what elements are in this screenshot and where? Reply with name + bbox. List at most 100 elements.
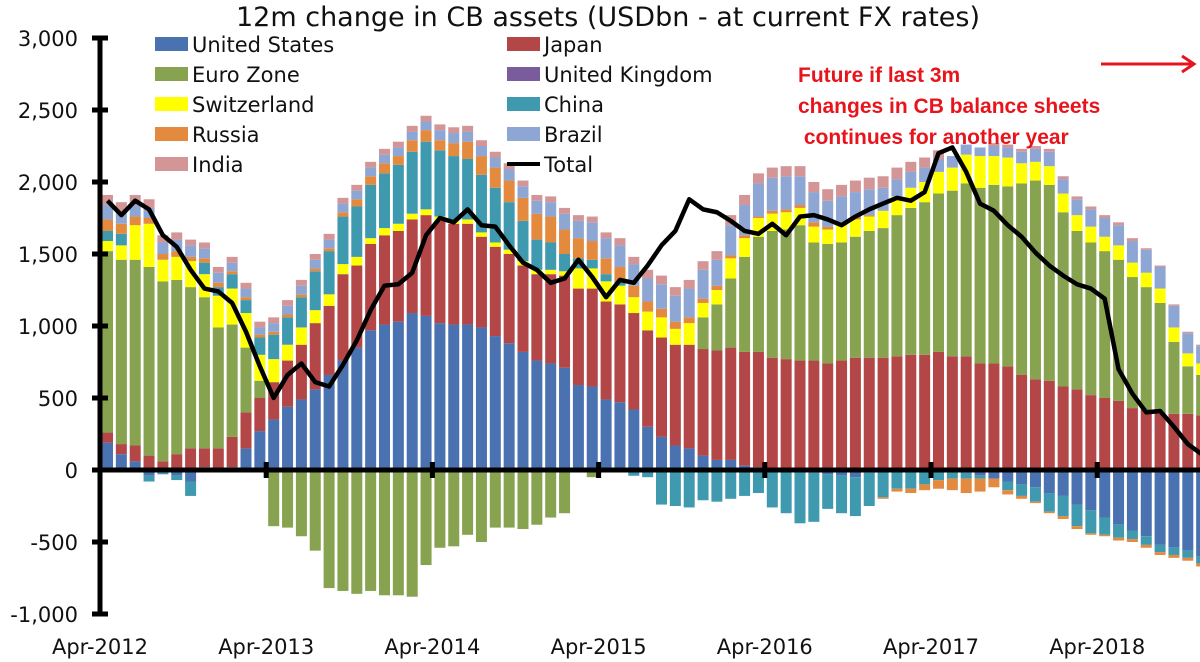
bar-segment-india bbox=[268, 317, 280, 324]
bar-segment-united-states bbox=[725, 459, 737, 470]
bar-segment-india bbox=[157, 235, 169, 243]
bar-segment-india bbox=[545, 196, 557, 203]
bar-segment-euro-zone bbox=[171, 279, 183, 455]
bar-segment-russia bbox=[240, 297, 252, 301]
y-tick-label: -1,000 bbox=[10, 603, 78, 627]
bar-segment-brazil bbox=[1140, 249, 1152, 273]
bar-stack bbox=[933, 150, 944, 489]
bar-segment-japan bbox=[739, 351, 751, 466]
bar-segment-china bbox=[517, 220, 529, 262]
bar-segment-japan bbox=[697, 349, 709, 456]
bar-segment-russia bbox=[739, 235, 751, 239]
bar-segment-united-states bbox=[836, 470, 848, 476]
bar-stack bbox=[531, 194, 543, 525]
bar-segment-china bbox=[448, 156, 460, 220]
bar-segment-india bbox=[1196, 344, 1200, 347]
bar-segment-china bbox=[171, 475, 183, 481]
bar-segment-japan bbox=[877, 357, 889, 470]
annotation-line-2: changes in CB balance sheets bbox=[798, 95, 1100, 118]
bar-segment-russia bbox=[434, 140, 446, 151]
bar-segment-india bbox=[254, 321, 266, 328]
bar-segment-china bbox=[877, 471, 889, 498]
x-tick-label: Apr-2013 bbox=[218, 635, 314, 659]
bar-segment-euro-zone bbox=[379, 470, 390, 596]
bar-segment-china bbox=[1154, 544, 1166, 553]
bar-segment-china bbox=[752, 470, 764, 494]
bar-segment-russia bbox=[365, 176, 377, 185]
bar-stack bbox=[295, 279, 307, 537]
bar-segment-brazil bbox=[794, 176, 806, 206]
bar-segment-japan bbox=[337, 274, 349, 361]
bar-segment-russia bbox=[448, 143, 460, 157]
bar-segment-united-states bbox=[572, 385, 584, 470]
bar-segment-russia bbox=[531, 213, 543, 240]
bar-segment-india bbox=[697, 261, 709, 270]
bar-segment-russia bbox=[102, 219, 113, 231]
bar-segment-russia bbox=[725, 255, 737, 259]
bar-segment-china bbox=[351, 206, 363, 257]
bar-segment-china bbox=[739, 470, 751, 496]
bar-stack bbox=[1002, 144, 1014, 495]
bar-segment-china bbox=[919, 470, 931, 485]
bar-segment-brazil bbox=[1016, 151, 1028, 164]
bar-stack bbox=[780, 166, 792, 514]
bar-segment-russia bbox=[295, 294, 307, 298]
bar-stack bbox=[891, 167, 903, 492]
bar-segment-brazil bbox=[1126, 241, 1138, 263]
x-tick-label: Apr-2018 bbox=[1049, 635, 1145, 659]
bar-segment-united-states bbox=[1140, 470, 1152, 537]
bar-segment-japan bbox=[656, 337, 667, 437]
bar-segment-brazil bbox=[295, 285, 307, 295]
bar-segment-japan bbox=[669, 344, 681, 446]
bar-segment-russia bbox=[462, 141, 474, 159]
bar-segment-switzerland bbox=[102, 241, 113, 252]
bar-segment-euro-zone bbox=[323, 470, 335, 589]
bar-segment-china bbox=[656, 470, 667, 505]
bar-segment-china bbox=[102, 230, 113, 242]
bar-stack bbox=[697, 261, 709, 501]
bar-stack bbox=[1085, 206, 1097, 535]
bar-stack bbox=[254, 321, 266, 470]
bar-segment-india bbox=[559, 207, 571, 214]
bar-segment-brazil bbox=[392, 147, 404, 157]
bar-stack bbox=[1099, 215, 1111, 537]
y-tick-label: 0 bbox=[65, 459, 78, 483]
bar-segment-india bbox=[600, 232, 612, 239]
bar-segment-russia bbox=[752, 216, 764, 218]
legend-label: Brazil bbox=[544, 123, 603, 147]
bar-stack bbox=[323, 233, 335, 589]
bar-stack bbox=[434, 124, 446, 548]
bar-segment-switzerland bbox=[185, 261, 197, 288]
bar-segment-brazil bbox=[503, 169, 515, 181]
bar-segment-japan bbox=[946, 356, 958, 470]
bar-segment-china bbox=[1126, 530, 1138, 540]
bar-segment-japan bbox=[863, 357, 875, 470]
bar-segment-euro-zone bbox=[559, 470, 571, 514]
bar-segment-united-states bbox=[434, 323, 446, 470]
legend-swatch bbox=[155, 127, 188, 141]
bar-segment-euro-zone bbox=[268, 470, 280, 527]
bar-segment-russia bbox=[683, 317, 695, 324]
bar-segment-russia bbox=[1154, 552, 1166, 555]
bar-segment-switzerland bbox=[780, 212, 792, 230]
bar-segment-brazil bbox=[115, 212, 127, 224]
bar-segment-switzerland bbox=[1113, 245, 1125, 260]
bar-segment-switzerland bbox=[171, 256, 183, 280]
bar-segment-japan bbox=[157, 461, 169, 470]
bar-segment-euro-zone bbox=[960, 183, 972, 357]
bar-segment-japan bbox=[600, 301, 612, 400]
bar-segment-united-states bbox=[531, 360, 543, 470]
bar-segment-japan bbox=[171, 454, 183, 470]
bar-stack bbox=[1043, 148, 1055, 514]
bar-segment-euro-zone bbox=[725, 278, 737, 348]
bar-segment-switzerland bbox=[988, 156, 1000, 185]
bar-segment-russia bbox=[697, 298, 709, 303]
bar-segment-euro-zone bbox=[752, 236, 764, 352]
bar-segment-united-states bbox=[1113, 470, 1125, 525]
bar-segment-switzerland bbox=[1196, 363, 1200, 375]
bar-segment-brazil bbox=[669, 295, 681, 322]
bar-segment-russia bbox=[1113, 537, 1125, 541]
bar-segment-euro-zone bbox=[1057, 212, 1069, 387]
bar-segment-brazil bbox=[683, 288, 695, 318]
bar-segment-euro-zone bbox=[448, 470, 460, 547]
